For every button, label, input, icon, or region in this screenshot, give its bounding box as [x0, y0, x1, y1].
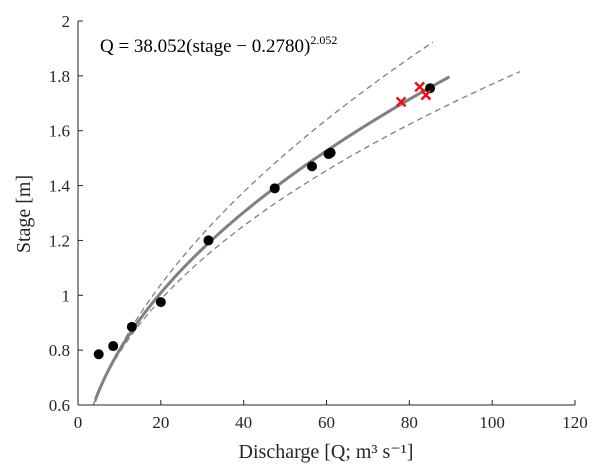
- x-tick-label: 120: [562, 413, 588, 432]
- x-tick-label: 100: [479, 413, 505, 432]
- axes-layer: 0 20 40 60 80 100 120 0.6 0.8 1 1.2 1.4 1.6 1.8 2: [49, 12, 588, 432]
- x-tick-label: 40: [235, 413, 252, 432]
- data-points-layer: [93, 81, 436, 360]
- x-tick-label: 80: [401, 413, 418, 432]
- observed-point: [425, 83, 436, 94]
- y-tick-label: 1.6: [49, 122, 70, 141]
- excluded-point: [414, 81, 426, 93]
- fit-equation-annotation: Q = 38.052(stage − 0.2780)2.052: [100, 33, 337, 57]
- y-tick-label: 1.2: [49, 231, 70, 250]
- observed-point: [203, 235, 214, 246]
- upper-bound-curve: [94, 41, 434, 403]
- excluded-point-stroke: [414, 81, 426, 93]
- excluded-point: [395, 96, 407, 108]
- excluded-point: [420, 89, 432, 101]
- y-tick-label: 0.8: [49, 341, 70, 360]
- observed-point: [126, 321, 137, 332]
- observed-point: [307, 161, 318, 172]
- equation-exponent: 2.052: [310, 33, 337, 47]
- observed-point: [155, 297, 166, 308]
- y-tick-label: 1.4: [49, 177, 71, 196]
- excluded-point-stroke: [395, 96, 407, 108]
- x-tick-label: 0: [74, 413, 83, 432]
- x-tick-label: 60: [318, 413, 335, 432]
- y-tick-label: 1.8: [49, 67, 70, 86]
- observed-point: [108, 341, 119, 352]
- excluded-point-stroke: [420, 89, 432, 101]
- observed-point: [93, 349, 104, 360]
- x-axis-title: Discharge [Q; m³ s⁻¹]: [239, 441, 414, 463]
- y-tick-label: 2: [62, 12, 71, 31]
- y-tick-label: 0.6: [49, 396, 70, 415]
- fit-curve: [94, 75, 451, 401]
- y-axis-title: Stage [m]: [13, 175, 35, 253]
- fit-curve-layer: [92, 41, 521, 405]
- x-tick-label: 20: [152, 413, 169, 432]
- y-tick-label: 1: [62, 286, 71, 305]
- observed-point: [325, 147, 336, 158]
- equation-main: Q = 38.052(stage − 0.2780): [100, 36, 310, 57]
- observed-point: [269, 183, 280, 194]
- lower-bound-curve: [92, 71, 521, 405]
